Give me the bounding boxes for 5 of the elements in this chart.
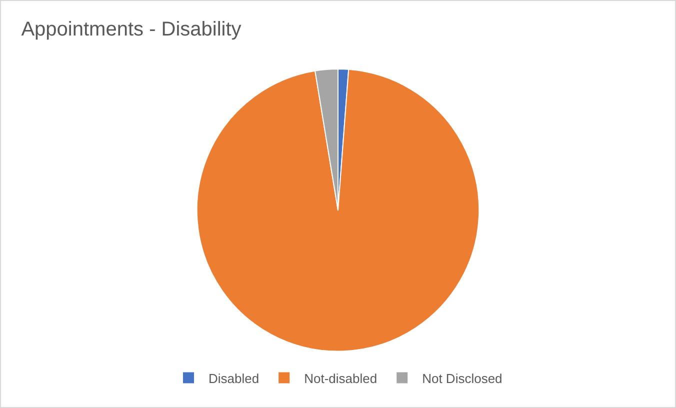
pie-slice: [196, 68, 480, 352]
chart-title: Appointments - Disability: [21, 18, 242, 40]
legend-label: Disabled: [208, 370, 260, 386]
legend-label: Not Disclosed: [422, 370, 502, 386]
legend-label: Not-disabled: [304, 370, 378, 386]
